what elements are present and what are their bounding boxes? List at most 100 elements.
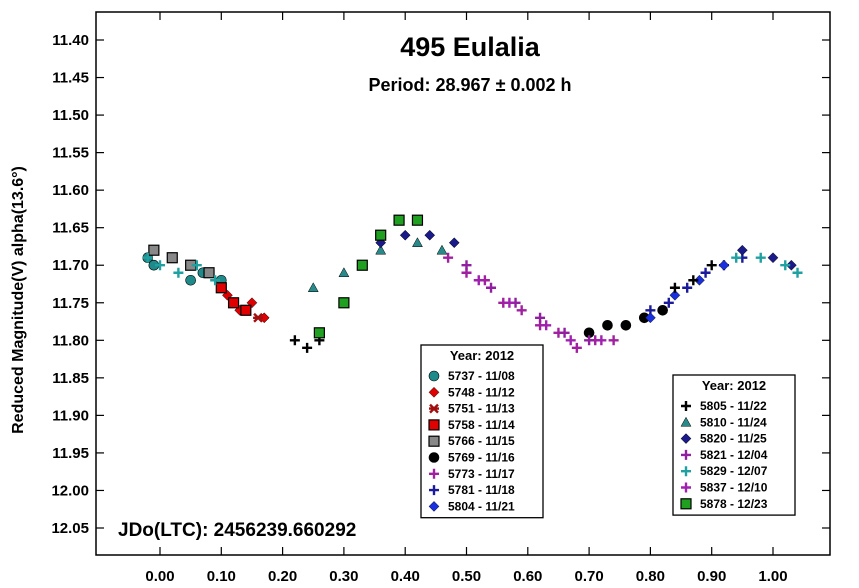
legend-label: 5821 - 12/04 bbox=[700, 448, 768, 462]
data-point bbox=[461, 260, 472, 271]
y-tick-label: 12.05 bbox=[51, 520, 89, 537]
data-point bbox=[559, 327, 570, 338]
data-point bbox=[535, 312, 546, 323]
data-point bbox=[602, 319, 613, 331]
data-point bbox=[792, 267, 803, 278]
data-point bbox=[565, 335, 576, 346]
data-point bbox=[541, 320, 552, 331]
data-point bbox=[688, 275, 699, 286]
data-point bbox=[302, 342, 313, 353]
y-tick-label: 11.65 bbox=[52, 220, 89, 237]
data-point bbox=[718, 259, 730, 271]
legend-label: 5837 - 12/10 bbox=[700, 481, 768, 495]
legend-marker bbox=[681, 449, 691, 460]
legend-label: 5773 - 11/17 bbox=[448, 467, 515, 481]
legend-marker bbox=[428, 386, 440, 398]
data-point bbox=[307, 282, 319, 293]
data-point bbox=[663, 297, 674, 308]
data-point bbox=[375, 244, 387, 255]
legend-marker bbox=[429, 485, 439, 496]
x-tick-label: 0.20 bbox=[268, 568, 297, 585]
data-point bbox=[338, 297, 350, 309]
legend-marker bbox=[681, 401, 691, 411]
data-point bbox=[155, 260, 165, 271]
x-tick-label: 1.00 bbox=[758, 568, 787, 585]
data-point bbox=[399, 229, 411, 241]
data-point bbox=[780, 260, 791, 271]
legend-right: Year: 2012 5805 - 11/22 5810 - 11/24 5820 -… bbox=[672, 374, 796, 516]
data-point bbox=[443, 252, 454, 263]
x-tick-label: 0.00 bbox=[145, 568, 174, 585]
data-point bbox=[191, 260, 202, 271]
y-tick-label: 11.50 bbox=[52, 107, 89, 124]
data-point bbox=[253, 312, 264, 323]
data-point bbox=[620, 319, 632, 331]
data-point bbox=[608, 335, 619, 346]
data-point bbox=[393, 214, 405, 226]
legend-box bbox=[672, 374, 796, 516]
y-tick-label: 12.00 bbox=[51, 482, 89, 499]
data-point bbox=[448, 237, 460, 249]
y-tick-label: 11.75 bbox=[52, 295, 89, 312]
legend-marker bbox=[680, 433, 692, 444]
data-point bbox=[185, 274, 196, 286]
legend-marker bbox=[680, 498, 692, 510]
y-tick-label: 11.90 bbox=[52, 407, 89, 424]
legend-marker bbox=[680, 416, 692, 427]
data-point bbox=[412, 237, 423, 247]
x-tick-label: 0.80 bbox=[636, 568, 665, 585]
legend-label: 5829 - 12/07 bbox=[700, 464, 768, 478]
legend-label: 5810 - 11/24 bbox=[700, 415, 767, 429]
data-point bbox=[486, 282, 497, 293]
legend-label: 5769 - 11/16 bbox=[448, 451, 515, 465]
data-point bbox=[786, 259, 797, 271]
data-point bbox=[694, 274, 705, 286]
legend-title: Year: 2012 bbox=[450, 348, 514, 363]
legend-label: 5751 - 11/13 bbox=[448, 402, 515, 416]
x-tick-label: 0.90 bbox=[697, 568, 726, 585]
legend-marker bbox=[681, 466, 691, 477]
legend-marker bbox=[428, 370, 440, 382]
chart-title: 495 Eulalia bbox=[400, 32, 541, 62]
legend-label: 5737 - 11/08 bbox=[448, 369, 515, 383]
data-point bbox=[706, 260, 717, 271]
legend-left: Year: 2012 5737 - 11/08 5748 - 11/12 5751 -… bbox=[420, 344, 544, 519]
x-tick-label: 0.30 bbox=[329, 568, 358, 585]
chart-subtitle: Period: 28.967 ± 0.002 h bbox=[369, 75, 572, 95]
data-point bbox=[645, 312, 656, 324]
data-point bbox=[210, 275, 221, 286]
data-point bbox=[657, 304, 668, 316]
data-point bbox=[411, 214, 424, 226]
data-point bbox=[571, 342, 582, 353]
axis-ticks: 0.00 0.10 0.20 0.30 0.40 0.50 0.60 0.70 0.80 0.90… bbox=[51, 12, 830, 585]
data-point bbox=[142, 252, 153, 263]
legend-marker bbox=[681, 482, 691, 493]
data-point bbox=[227, 297, 240, 309]
y-tick-label: 11.55 bbox=[52, 145, 89, 162]
data-point bbox=[731, 252, 742, 263]
data-point bbox=[313, 327, 325, 339]
data-point bbox=[356, 259, 368, 271]
y-tick-label: 11.85 bbox=[52, 370, 89, 387]
legend-label: 5748 - 11/12 bbox=[448, 385, 515, 399]
data-point bbox=[584, 335, 595, 346]
legend-label: 5781 - 11/18 bbox=[448, 483, 515, 497]
data-point bbox=[473, 275, 484, 286]
x-tick-label: 0.70 bbox=[574, 568, 603, 585]
data-point bbox=[767, 252, 779, 264]
y-axis-label: Reduced Magnitude(V) alpha(13.6°) bbox=[10, 166, 27, 434]
data-point bbox=[148, 244, 160, 256]
y-tick-label: 11.95 bbox=[52, 445, 89, 462]
legend-marker bbox=[428, 452, 440, 463]
y-tick-label: 11.70 bbox=[52, 257, 89, 274]
data-point bbox=[682, 282, 693, 293]
data-point bbox=[240, 304, 252, 316]
legend-label: 5878 - 12/23 bbox=[700, 497, 768, 511]
data-point bbox=[338, 267, 350, 277]
data-point bbox=[504, 297, 515, 308]
data-point bbox=[516, 305, 527, 316]
legend-box bbox=[420, 344, 544, 519]
y-tick-label: 11.40 bbox=[52, 32, 89, 49]
data-point bbox=[203, 267, 215, 279]
